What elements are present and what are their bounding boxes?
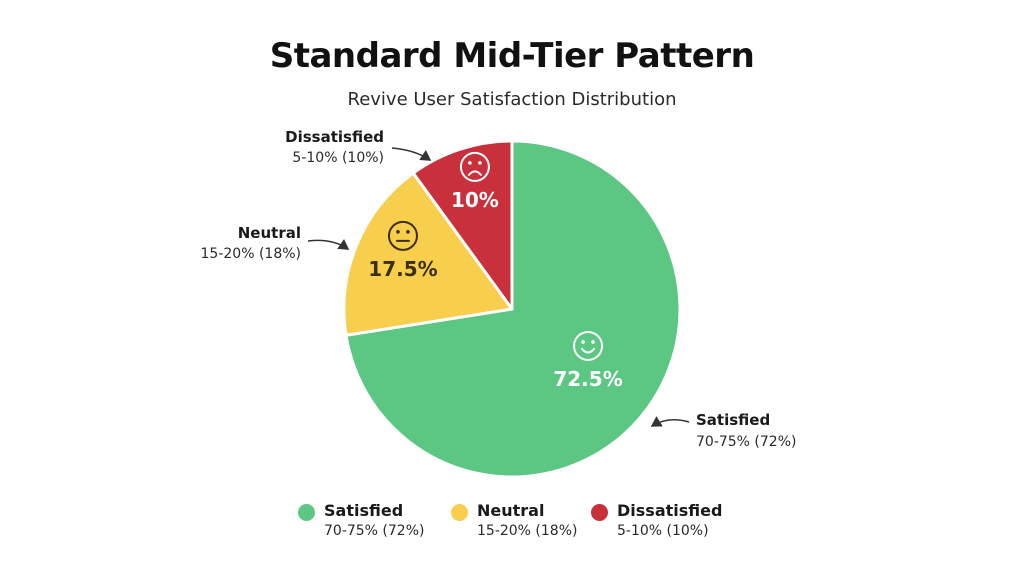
slice-value-label-satisfied: 72.5% <box>553 367 622 391</box>
chart-title: Standard Mid-Tier Pattern <box>269 36 755 76</box>
legend-range-satisfied: 70-75% (72%) <box>324 523 425 539</box>
legend-range-neutral: 15-20% (18%) <box>477 523 578 539</box>
legend-name-dissatisfied: Dissatisfied <box>617 501 723 520</box>
callout-dissatisfied-name: Dissatisfied <box>285 128 384 146</box>
legend-range-dissatisfied: 5-10% (10%) <box>617 523 709 539</box>
pie-slice-dissatisfied <box>411 139 514 311</box>
chart-subtitle: Revive User Satisfaction Distribution <box>347 89 677 110</box>
legend-dot-satisfied <box>298 504 315 521</box>
callout-satisfied-arrow <box>650 416 690 427</box>
legend-dot-dissatisfied <box>591 504 608 521</box>
smile-face-icon <box>573 330 604 361</box>
callout-neutral-name: Neutral <box>238 224 301 242</box>
callout-dissatisfied-range: 5-10% (10%) <box>292 150 384 166</box>
legend-dot-neutral <box>451 504 468 521</box>
slice-value-label-neutral: 17.5% <box>368 257 437 281</box>
callout-satisfied-range: 70-75% (72%) <box>696 434 796 450</box>
callout-neutral-arrow <box>307 238 350 250</box>
neutral-face-icon <box>387 220 418 251</box>
slice-value-label-dissatisfied: 10% <box>451 188 499 212</box>
pie-outline <box>342 139 682 479</box>
pie-slice-neutral <box>342 171 514 337</box>
frown-face-icon <box>459 151 490 182</box>
legend: Satisfied 70-75% (72%) Neutral 15-20% (1… <box>0 501 1024 551</box>
callout-dissatisfied-arrow <box>391 147 432 161</box>
callout-satisfied-name: Satisfied <box>696 411 770 429</box>
callout-neutral-range: 15-20% (18%) <box>201 246 301 262</box>
legend-name-satisfied: Satisfied <box>324 501 404 520</box>
legend-name-neutral: Neutral <box>477 501 545 520</box>
